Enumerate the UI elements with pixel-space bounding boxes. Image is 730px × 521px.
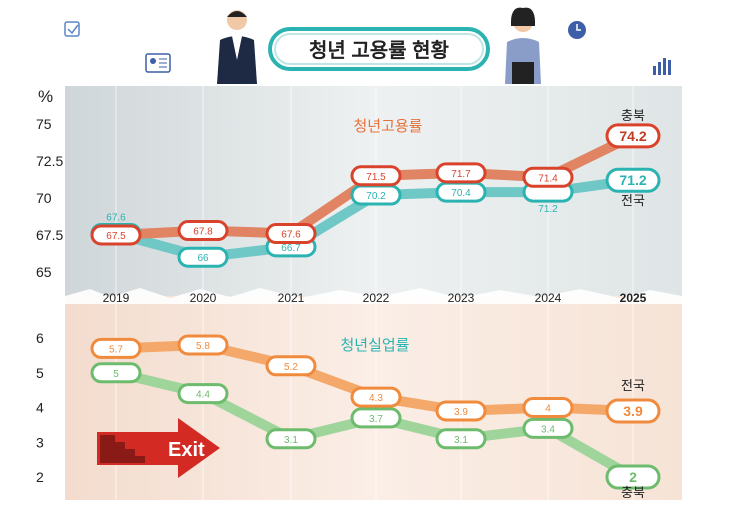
y-tick-label: 67.5 (36, 227, 63, 243)
data-label: 3.7 (369, 414, 383, 425)
data-label: 67.6 (106, 213, 126, 224)
data-label: 4 (545, 404, 551, 415)
exit-sign: Exit (97, 418, 220, 478)
data-label: 71.2 (619, 172, 646, 188)
chart-title: 청년실업률 (340, 337, 409, 354)
series-name-label: 전국 (621, 193, 645, 208)
data-point (435, 162, 487, 184)
data-point (177, 334, 229, 356)
x-tick-label: 2020 (190, 291, 217, 305)
y-tick-label: 3 (36, 434, 44, 450)
id-card-icon (145, 53, 171, 73)
data-point (90, 362, 142, 384)
x-tick-label: 2022 (363, 291, 390, 305)
data-label: 3.1 (284, 435, 298, 446)
data-label: 5.2 (284, 362, 298, 373)
bar-chart-icon (653, 58, 671, 75)
data-label: 70.2 (366, 191, 386, 202)
x-tick-label: 2021 (278, 291, 305, 305)
data-point (177, 220, 229, 242)
y-tick-label: 5 (36, 365, 44, 381)
data-point (350, 386, 402, 408)
series-name-label: 충북 (621, 485, 645, 500)
data-point (350, 165, 402, 187)
x-tick-label: 2025 (620, 291, 647, 305)
data-label: 3.9 (623, 403, 643, 419)
data-point (605, 464, 661, 490)
x-tick-label: 2023 (448, 291, 475, 305)
exit-label: Exit (168, 439, 205, 461)
x-tick-label: 2024 (535, 291, 562, 305)
data-label: 4.4 (196, 390, 210, 401)
chart-title: 청년고용률 (353, 118, 422, 135)
data-point (177, 383, 229, 405)
man-illustration (217, 10, 257, 84)
y-tick-label: 4 (36, 400, 44, 416)
data-point (435, 428, 487, 450)
torn-edge (65, 288, 682, 304)
data-label: 4.3 (369, 393, 383, 404)
data-point (265, 223, 317, 245)
data-point (522, 397, 574, 418)
data-label: 71.7 (451, 169, 471, 180)
data-point (522, 166, 574, 188)
y-tick-label: 72.5 (36, 153, 63, 169)
data-label: 3.9 (454, 407, 468, 418)
checkbox-icon (64, 21, 80, 37)
data-label: 66.7 (281, 243, 301, 254)
data-label: 2 (629, 469, 637, 485)
y-tick-label: 75 (36, 116, 52, 132)
y-axis-unit: % (38, 87, 53, 106)
data-label: 3.1 (454, 435, 468, 446)
y-tick-label: 65 (36, 264, 52, 280)
data-point (350, 407, 402, 429)
data-point (605, 123, 661, 149)
data-label: 67.5 (106, 231, 126, 242)
data-label: 71.2 (538, 204, 558, 215)
data-point (90, 224, 142, 246)
title-pill: 청년 고용률 현황 (268, 27, 490, 71)
data-label: 66 (197, 253, 209, 264)
data-point (522, 417, 574, 439)
data-label: 71.5 (366, 172, 386, 183)
data-point (435, 400, 487, 422)
data-point (605, 167, 661, 193)
y-tick-label: 6 (36, 330, 44, 346)
clock-icon (568, 21, 586, 39)
data-label: 3.4 (541, 424, 555, 435)
woman-illustration (505, 7, 541, 84)
series-name-label: 충북 (621, 108, 645, 123)
y-tick-label: 70 (36, 190, 52, 206)
data-label: 67.6 (281, 230, 301, 241)
series-name-label: 전국 (621, 378, 645, 393)
data-label: 5.7 (109, 344, 123, 355)
data-point (265, 428, 317, 450)
data-point (177, 246, 229, 268)
data-label: 71.4 (538, 173, 558, 184)
x-tick-label: 2019 (103, 291, 130, 305)
page-title: 청년 고용률 현황 (309, 39, 450, 62)
data-point (90, 337, 142, 359)
data-label: 70.4 (451, 188, 471, 199)
data-label: 5 (113, 369, 119, 380)
y-tick-label: 2 (36, 469, 44, 485)
data-point (265, 355, 317, 377)
data-label: 67.8 (193, 227, 213, 238)
data-point (605, 398, 661, 424)
data-label: 5.8 (196, 341, 210, 352)
data-label: 74.2 (619, 128, 646, 144)
